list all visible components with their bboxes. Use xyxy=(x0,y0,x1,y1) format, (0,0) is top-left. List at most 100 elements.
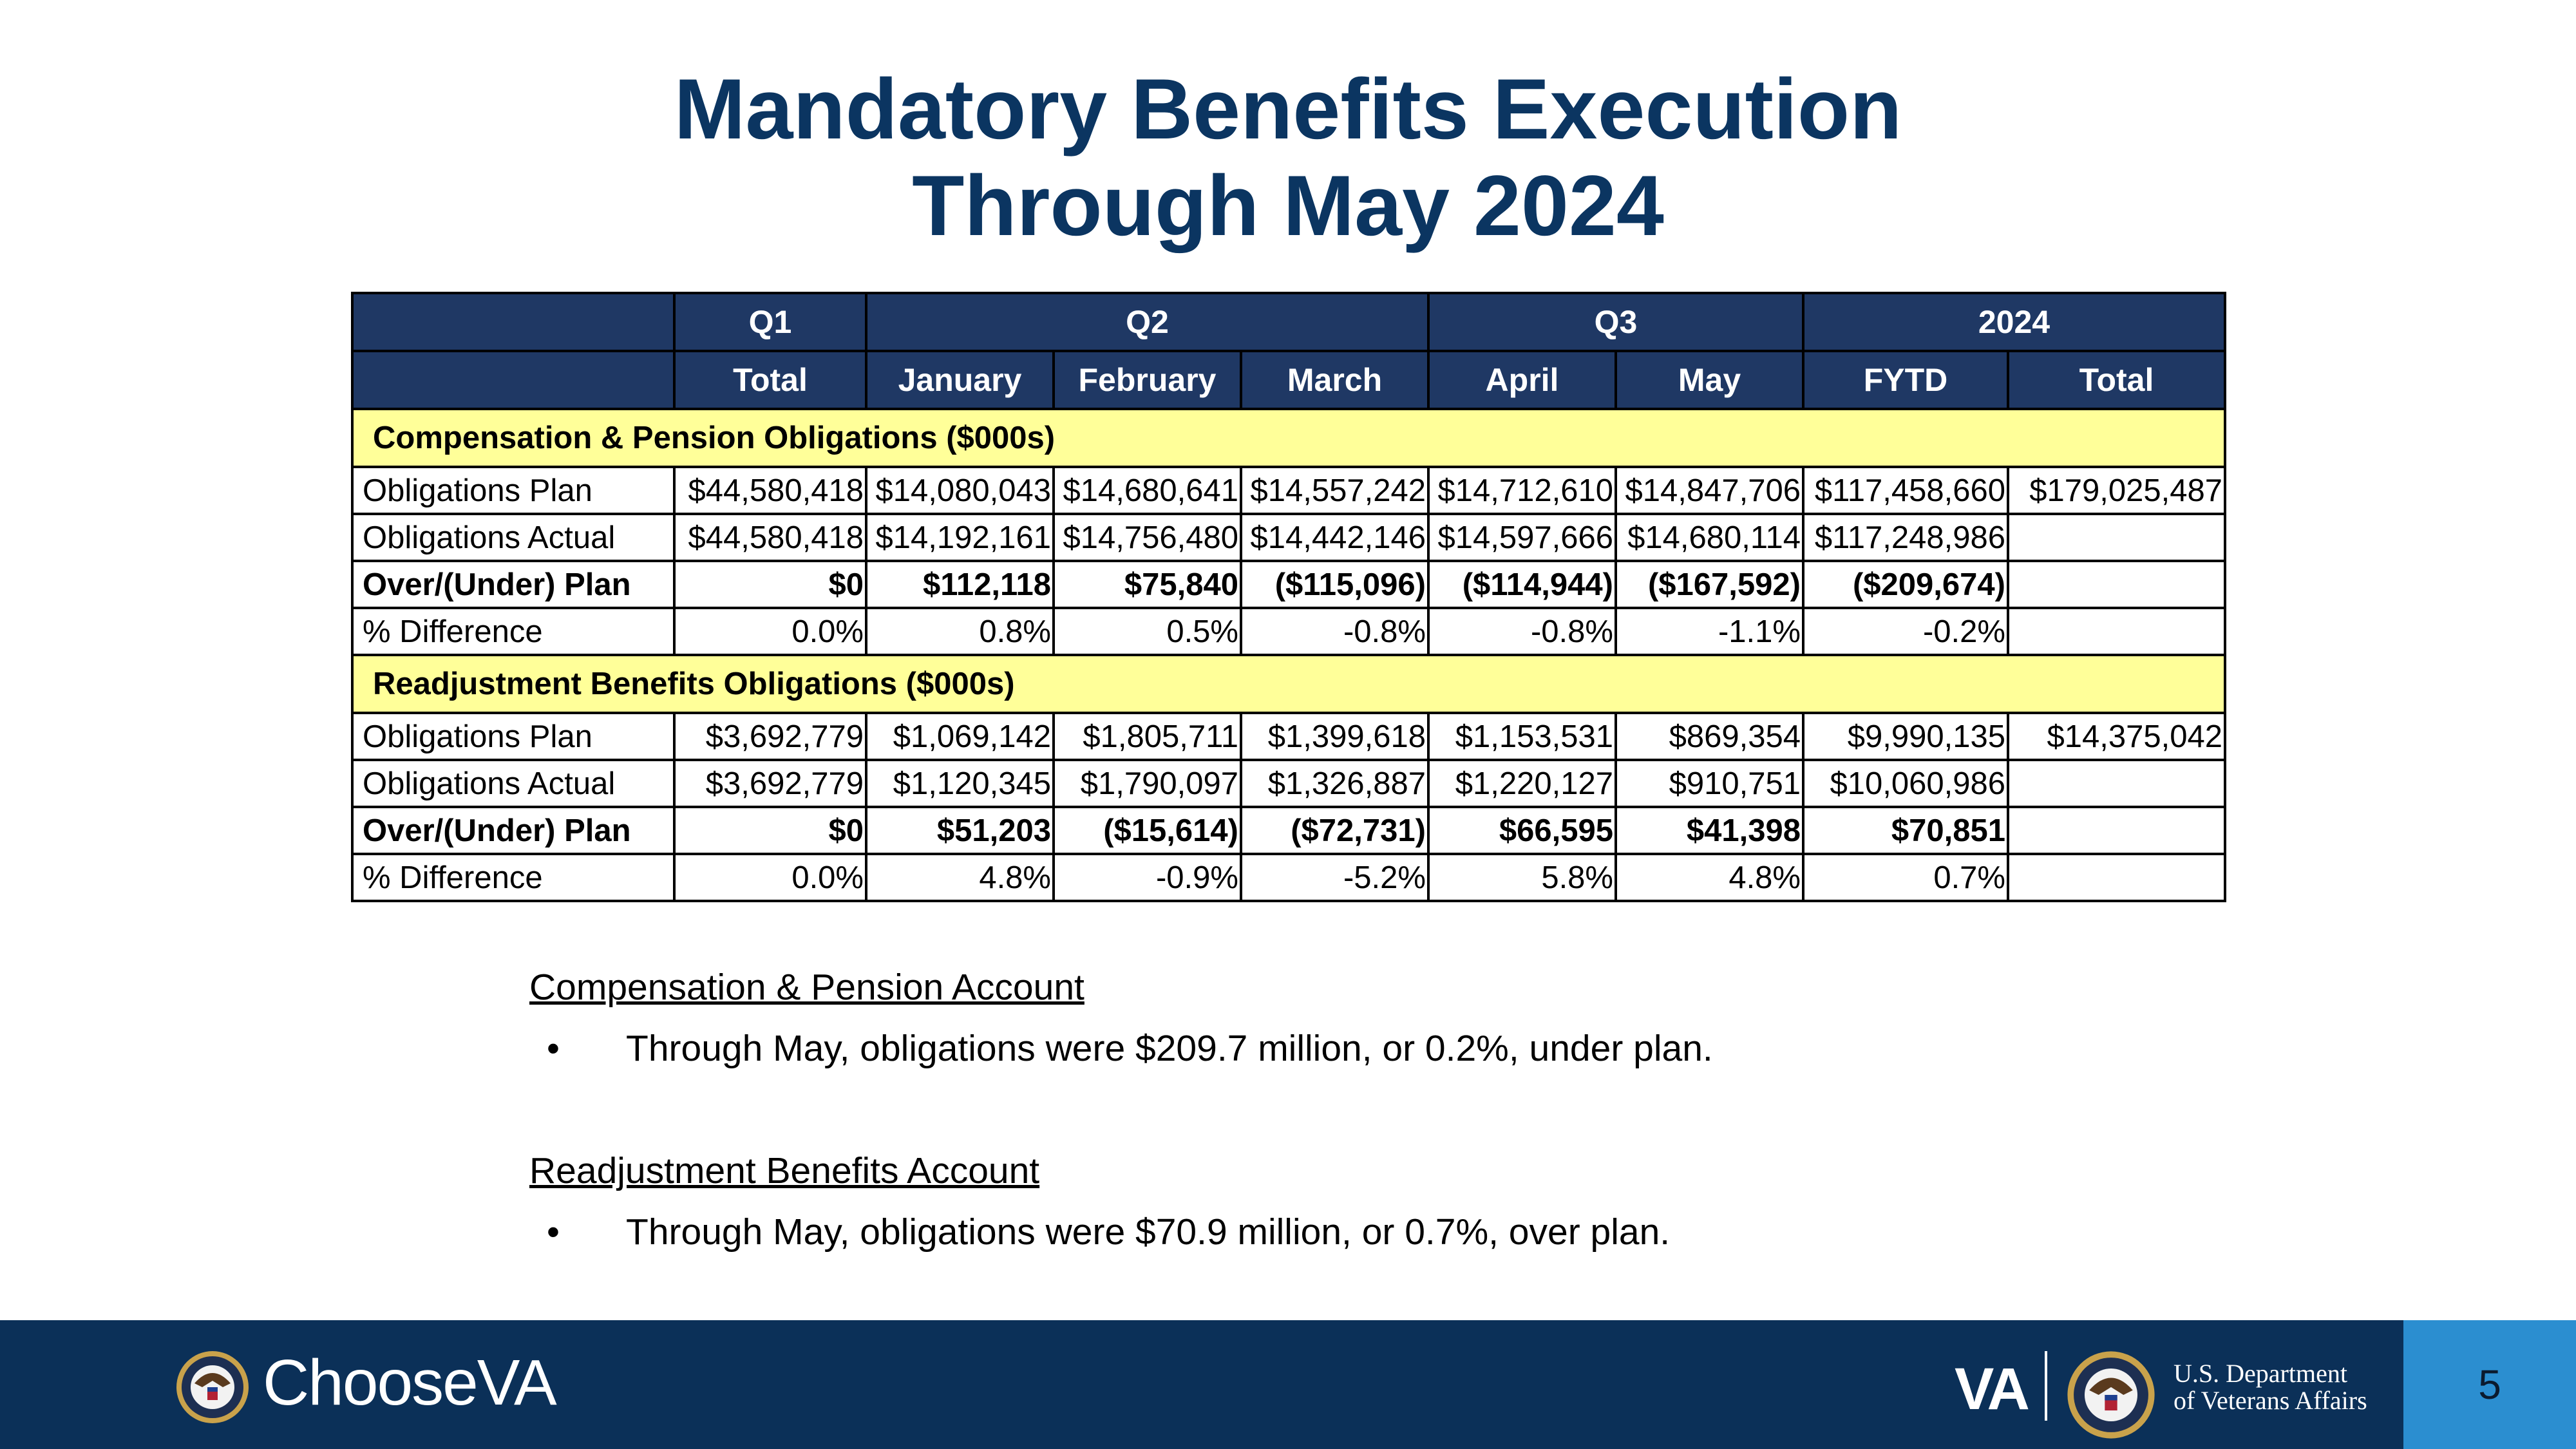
header-blank-2 xyxy=(351,350,676,410)
row-label: Obligations Plan xyxy=(351,712,676,761)
header-march: March xyxy=(1240,350,1430,410)
title-line-2: Through May 2024 xyxy=(912,158,1664,254)
row-label: Obligations Plan xyxy=(351,466,676,515)
logo-divider xyxy=(2045,1351,2047,1421)
table-cell: $1,326,887 xyxy=(1240,759,1430,808)
header-q1: Q1 xyxy=(673,292,867,352)
table-cell: $910,751 xyxy=(1615,759,1804,808)
section-title: Readjustment Benefits Obligations ($000s… xyxy=(351,654,2226,714)
header-2024-total: Total xyxy=(2007,350,2226,410)
department-name: U.S. Department of Veterans Affairs xyxy=(2174,1360,2367,1414)
table-cell: $1,805,711 xyxy=(1052,712,1242,761)
table-cell: ($115,096) xyxy=(1240,560,1430,609)
table-cell xyxy=(2007,759,2226,808)
table-cell: $14,680,641 xyxy=(1052,466,1242,515)
header-q3: Q3 xyxy=(1427,292,1804,352)
header-row-quarters: Q1 Q2 Q3 2024 xyxy=(351,292,2226,352)
table-cell: $1,153,531 xyxy=(1427,712,1617,761)
table-cell: -0.9% xyxy=(1052,853,1242,902)
table-row: Obligations Actual $3,692,779 $1,120,345 $1… xyxy=(351,759,2226,808)
title-line-1: Mandatory Benefits Execution xyxy=(674,62,1902,157)
slide-title: Mandatory Benefits Execution Through May… xyxy=(0,61,2576,254)
note-heading-compensation: Compensation & Pension Account xyxy=(529,967,1084,1008)
row-label: Over/(Under) Plan xyxy=(351,560,676,609)
table-cell: $66,595 xyxy=(1427,806,1617,855)
va-wordmark: VA xyxy=(1955,1356,2030,1422)
table-cell: $14,192,161 xyxy=(865,513,1055,562)
header-q2: Q2 xyxy=(865,292,1430,352)
table-cell: $41,398 xyxy=(1615,806,1804,855)
table-cell: $1,399,618 xyxy=(1240,712,1430,761)
row-label: Over/(Under) Plan xyxy=(351,806,676,855)
row-label: % Difference xyxy=(351,853,676,902)
table-cell: 4.8% xyxy=(865,853,1055,902)
table-cell: $14,756,480 xyxy=(1052,513,1242,562)
table-cell: $3,692,779 xyxy=(673,759,867,808)
bullet-icon: • xyxy=(547,1211,560,1253)
table-cell: 5.8% xyxy=(1427,853,1617,902)
table-cell: $14,847,706 xyxy=(1615,466,1804,515)
header-row-months: Total January February March April May F… xyxy=(351,350,2226,410)
table-cell: $14,597,666 xyxy=(1427,513,1617,562)
table-cell: $14,712,610 xyxy=(1427,466,1617,515)
table-row: % Difference 0.0% 4.8% -0.9% -5.2% 5.8% 4.8% 0.… xyxy=(351,853,2226,902)
table-cell: 0.7% xyxy=(1802,853,2009,902)
table-cell: $70,851 xyxy=(1802,806,2009,855)
table-row: % Difference 0.0% 0.8% 0.5% -0.8% -0.8% -1.1% -… xyxy=(351,607,2226,656)
table-cell xyxy=(2007,853,2226,902)
table-cell: ($114,944) xyxy=(1427,560,1617,609)
department-seal-icon xyxy=(2067,1351,2155,1439)
section-header-row: Compensation & Pension Obligations ($000… xyxy=(351,408,2226,468)
choose-va-text: VA xyxy=(477,1347,557,1419)
table-cell xyxy=(2007,513,2226,562)
note-bullet-readjustment: • Through May, obligations were $70.9 mi… xyxy=(547,1211,1670,1253)
table-cell xyxy=(2007,806,2226,855)
header-january: January xyxy=(865,350,1055,410)
header-april: April xyxy=(1427,350,1617,410)
table-cell: $179,025,487 xyxy=(2007,466,2226,515)
note-heading-readjustment: Readjustment Benefits Account xyxy=(529,1150,1040,1191)
table-cell: $14,080,043 xyxy=(865,466,1055,515)
table-cell: $14,557,242 xyxy=(1240,466,1430,515)
table-row: Obligations Plan $3,692,779 $1,069,142 $1,8… xyxy=(351,712,2226,761)
table-cell: $112,118 xyxy=(865,560,1055,609)
table-cell: ($209,674) xyxy=(1802,560,2009,609)
table-cell: $117,248,986 xyxy=(1802,513,2009,562)
row-label: Obligations Actual xyxy=(351,513,676,562)
department-line-2: of Veterans Affairs xyxy=(2174,1386,2367,1415)
table-cell: 0.0% xyxy=(673,853,867,902)
table-cell: 0.0% xyxy=(673,607,867,656)
header-2024: 2024 xyxy=(1802,292,2226,352)
table-row: Obligations Plan $44,580,418 $14,080,043 $1… xyxy=(351,466,2226,515)
table-cell: -0.8% xyxy=(1427,607,1617,656)
section-title: Compensation & Pension Obligations ($000… xyxy=(351,408,2226,468)
page-number: 5 xyxy=(2478,1361,2501,1408)
bullet-icon: • xyxy=(547,1028,560,1069)
table-cell: $869,354 xyxy=(1615,712,1804,761)
table-cell: $44,580,418 xyxy=(673,466,867,515)
table-cell: $0 xyxy=(673,806,867,855)
table-cell: -0.8% xyxy=(1240,607,1430,656)
table-cell: ($15,614) xyxy=(1052,806,1242,855)
table-cell: $9,990,135 xyxy=(1802,712,2009,761)
table-row: Over/(Under) Plan $0 $112,118 $75,840 ($115,… xyxy=(351,560,2226,609)
row-label: % Difference xyxy=(351,607,676,656)
choose-text: Choose xyxy=(263,1347,478,1419)
footer-bar: ChooseVA VA U.S. Department of Veterans … xyxy=(0,1320,2576,1449)
table-cell: 0.8% xyxy=(865,607,1055,656)
table-cell: 4.8% xyxy=(1615,853,1804,902)
section-header-row: Readjustment Benefits Obligations ($000s… xyxy=(351,654,2226,714)
table-cell: -5.2% xyxy=(1240,853,1430,902)
header-fytd: FYTD xyxy=(1802,350,2009,410)
page-number-box: 5 xyxy=(2403,1320,2576,1449)
table-cell: $1,069,142 xyxy=(865,712,1055,761)
header-may: May xyxy=(1615,350,1804,410)
table-cell: $14,442,146 xyxy=(1240,513,1430,562)
table-cell: -0.2% xyxy=(1802,607,2009,656)
table-row: Obligations Actual $44,580,418 $14,192,161… xyxy=(351,513,2226,562)
table-cell: ($167,592) xyxy=(1615,560,1804,609)
table-cell xyxy=(2007,607,2226,656)
row-label: Obligations Actual xyxy=(351,759,676,808)
va-seal-icon xyxy=(176,1351,249,1423)
table-cell: $0 xyxy=(673,560,867,609)
